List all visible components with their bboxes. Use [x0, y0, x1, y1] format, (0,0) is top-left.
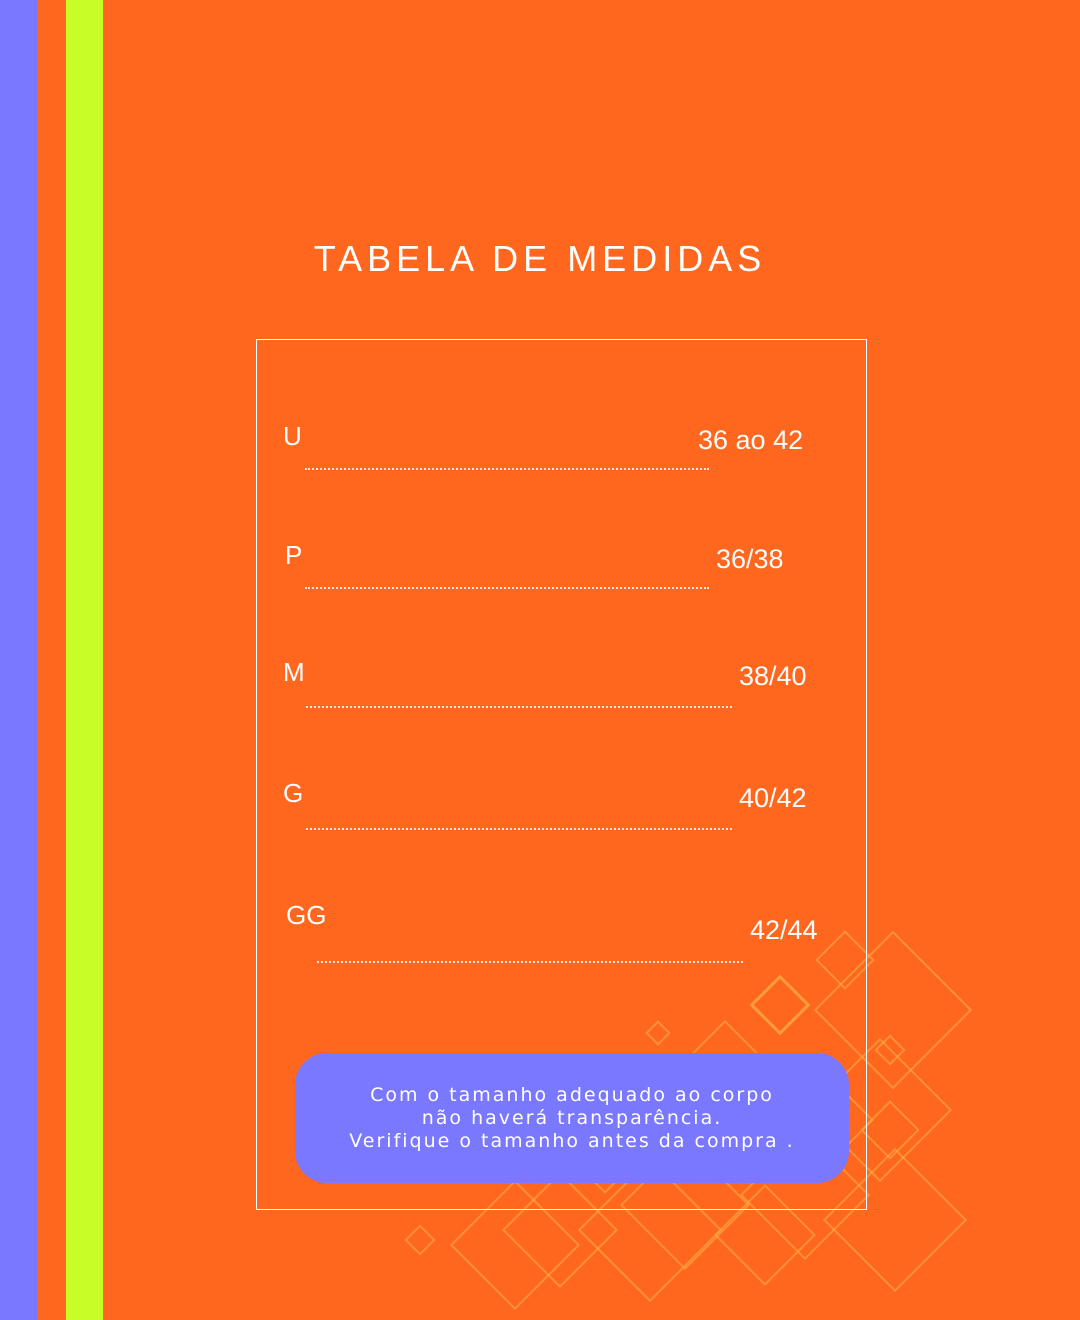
size-value-g: 40/42	[739, 783, 807, 813]
note-line-2: não haverá transparência.	[421, 1106, 723, 1129]
size-label-m: M	[283, 657, 305, 687]
transparency-note: Com o tamanho adequado ao corpo não have…	[295, 1053, 849, 1183]
size-value-p: 36/38	[716, 544, 784, 574]
size-label-u: U	[283, 421, 302, 451]
page-title: TABELA DE MEDIDAS	[313, 238, 767, 279]
size-table-frame	[256, 339, 867, 1210]
dotted-leader-gg	[317, 961, 743, 963]
blue-stripe	[0, 0, 38, 1320]
size-label-gg: GG	[286, 900, 327, 930]
note-line-3: Verifique o tamanho antes da compra .	[349, 1129, 795, 1152]
size-value-u: 36 ao 42	[698, 425, 804, 455]
size-value-gg: 42/44	[750, 915, 818, 945]
dotted-leader-p	[305, 587, 709, 589]
dotted-leader-u	[305, 468, 709, 470]
size-label-g: G	[283, 778, 304, 808]
note-line-1: Com o tamanho adequado ao corpo	[370, 1083, 774, 1106]
dotted-leader-m	[306, 706, 732, 708]
size-label-p: P	[285, 540, 303, 570]
size-value-m: 38/40	[739, 661, 807, 691]
lime-stripe	[66, 0, 103, 1320]
dotted-leader-g	[306, 828, 732, 830]
